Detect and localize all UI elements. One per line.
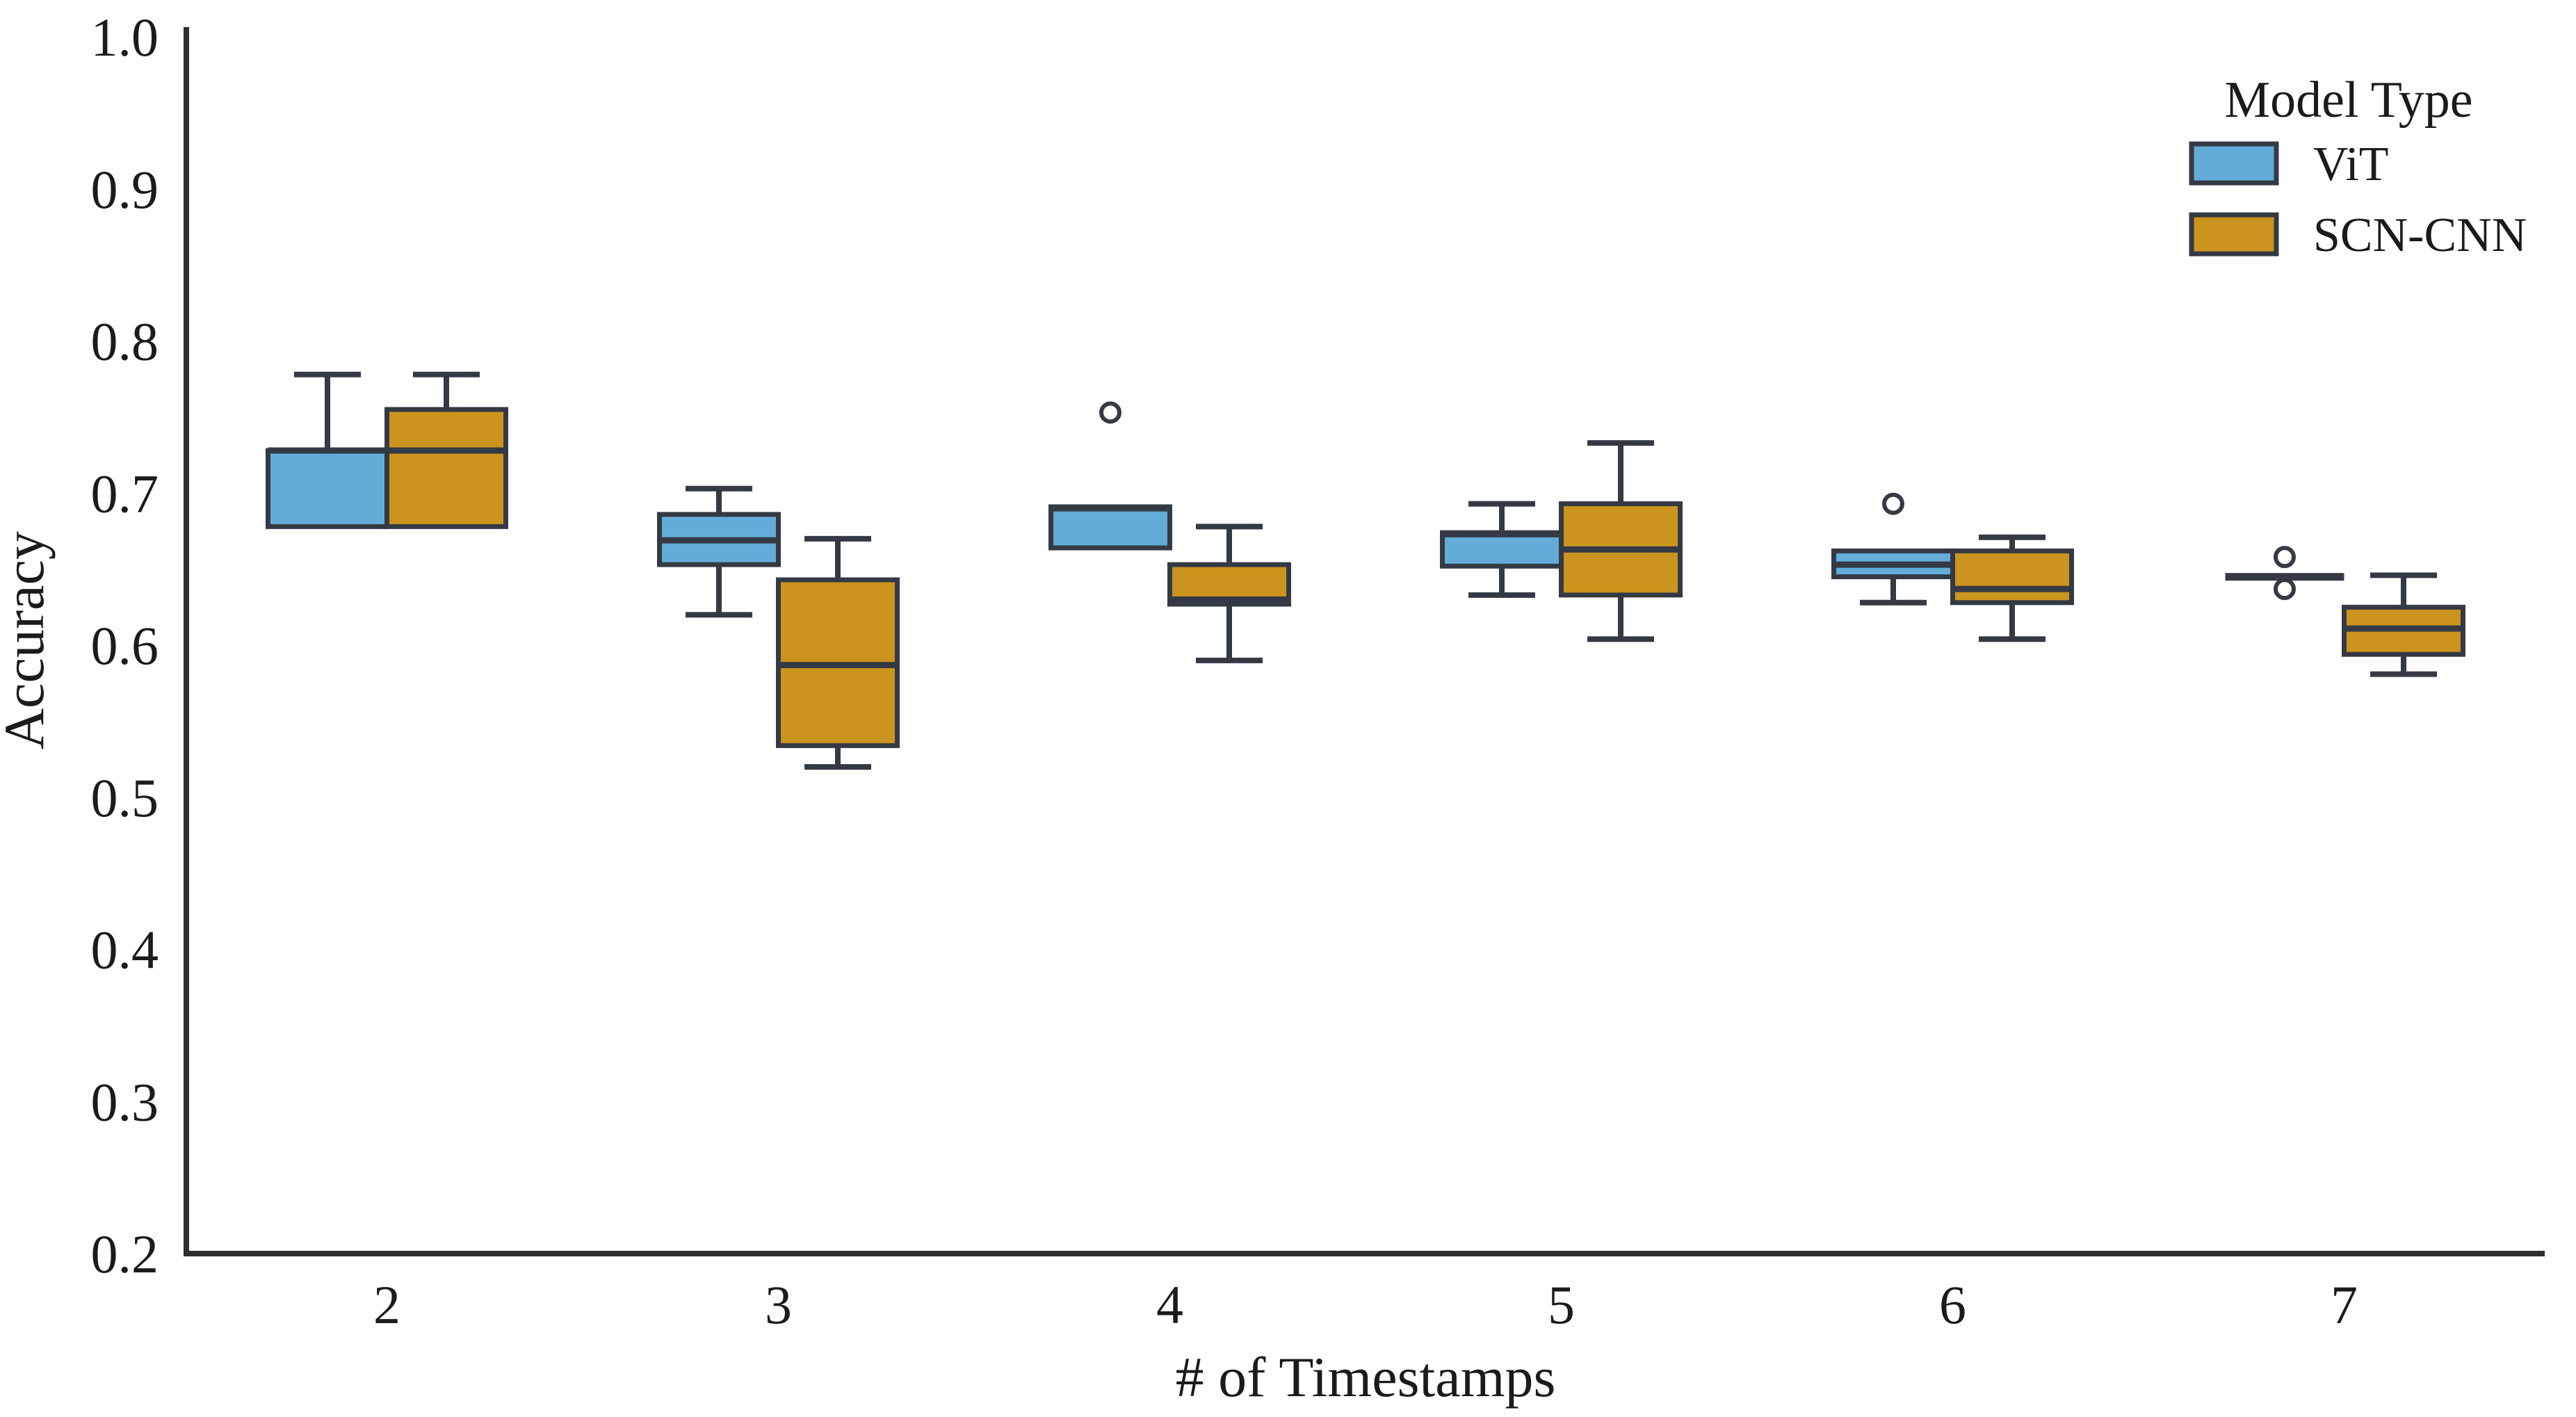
box-scn-cnn-6 [1950,548,2074,606]
box-vit-5 [1440,530,1564,569]
legend-swatch-scn-cnn [2189,212,2279,257]
y-tick-label: 0.9 [91,159,159,220]
box-vit-7-outlier-point [2274,546,2296,569]
box-vit-2 [266,448,389,529]
x-axis-tick-labels: 2 3 4 5 6 7 [373,1274,2358,1335]
x-tick-label: 7 [2331,1274,2358,1335]
legend-title: Model Type [2224,72,2472,129]
x-tick-label: 3 [765,1274,792,1335]
box-vit-4 [1048,504,1172,551]
legend-label-vit: ViT [2313,138,2389,191]
x-tick-label: 2 [373,1274,400,1335]
y-tick-label: 0.7 [91,463,159,524]
x-tick-label: 4 [1156,1274,1183,1335]
y-tick-label: 0.5 [91,768,159,828]
legend-label-scn-cnn: SCN-CNN [2313,209,2527,262]
y-tick-label: 1.0 [91,7,159,67]
box-scn-cnn-2 [384,407,508,529]
y-tick-label: 0.4 [91,920,159,980]
y-tick-label: 0.3 [91,1071,159,1132]
legend: Model Type ViT SCN-CNN [2189,72,2527,262]
y-tick-label: 0.2 [91,1224,159,1284]
box-plot-area [266,371,2465,770]
x-axis-title: # of Timestamps [1176,1345,1556,1409]
y-axis-title: Accuracy [0,531,56,750]
box-vit-7-outlier-point [2274,578,2296,601]
x-tick-label: 5 [1548,1274,1575,1335]
y-tick-label: 0.8 [91,311,159,372]
legend-swatch-vit [2189,141,2279,186]
y-axis-tick-labels: 0.2 0.3 0.4 0.5 0.6 0.7 0.8 0.9 1.0 [91,7,159,1284]
y-tick-label: 0.6 [91,615,159,676]
box-vit-6-outlier-point [1882,492,1904,515]
box-vit-4-outlier-point [1099,401,1121,424]
x-tick-label: 6 [1939,1274,1966,1335]
